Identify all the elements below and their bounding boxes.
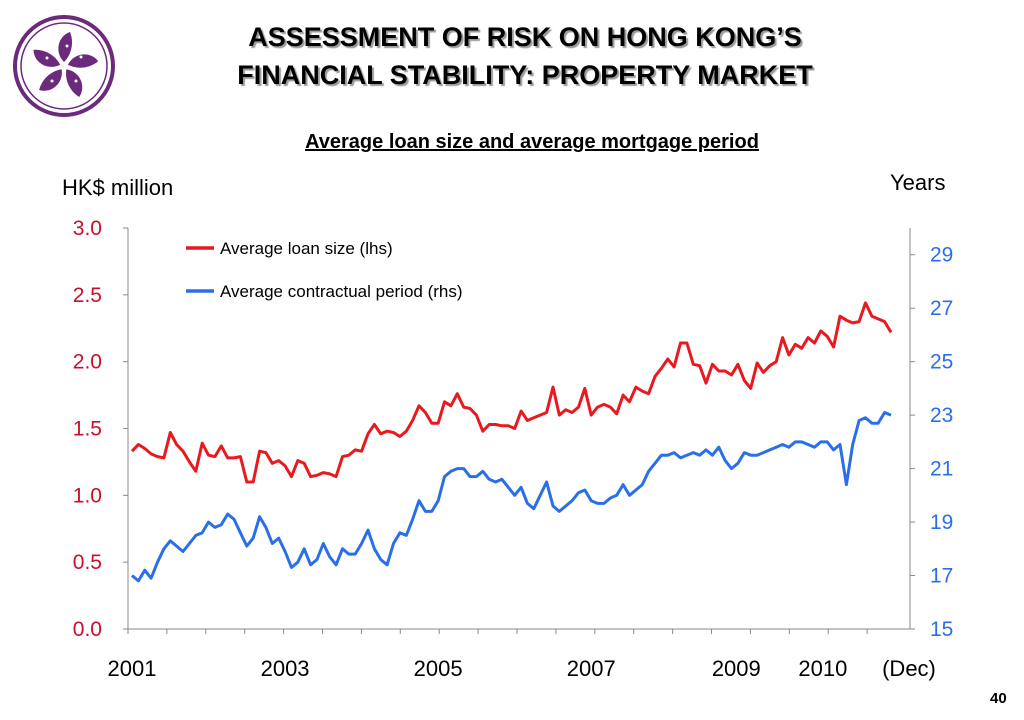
chart-title: Average loan size and average mortgage p… bbox=[305, 131, 759, 153]
right-axis-tick-label: 15 bbox=[930, 618, 953, 641]
left-axis-tick-label: 3.0 bbox=[73, 217, 102, 240]
right-axis-unit-label: Years bbox=[890, 170, 946, 195]
contract-period-series-line bbox=[131, 411, 892, 583]
x-axis-tick-label: 2001 bbox=[108, 656, 157, 681]
left-axis-tick-label: 0.5 bbox=[73, 551, 102, 574]
loan-size-series-line bbox=[130, 301, 893, 484]
x-axis-tick-label: (Dec) bbox=[882, 656, 936, 681]
right-axis-tick-label: 23 bbox=[930, 404, 953, 427]
legend-label-loan: Average loan size (lhs) bbox=[220, 239, 393, 258]
legend-label-period: Average contractual period (rhs) bbox=[220, 282, 463, 301]
right-axis-tick-label: 29 bbox=[930, 244, 953, 267]
x-axis-tick-label: 2005 bbox=[414, 656, 463, 681]
right-axis-tick-label: 19 bbox=[930, 511, 953, 534]
x-axis-tick-label: 2009 bbox=[712, 656, 761, 681]
right-axis-tick-label: 25 bbox=[930, 351, 953, 374]
left-axis-tick-label: 2.5 bbox=[73, 284, 102, 307]
left-axis-unit-label: HK$ million bbox=[62, 175, 174, 200]
hkma-logo bbox=[12, 14, 116, 118]
left-axis-tick-label: 1.5 bbox=[73, 418, 102, 441]
x-axis-tick-label: 2010 bbox=[798, 656, 847, 681]
page-title-line-1: ASSESSMENT OF RISK ON HONG KONG’S bbox=[248, 22, 802, 52]
right-axis-tick-label: 17 bbox=[930, 565, 953, 588]
left-axis-tick-label: 2.0 bbox=[73, 351, 102, 374]
bauhinia-logo-icon bbox=[13, 15, 115, 117]
left-axis-tick-label: 1.0 bbox=[73, 484, 102, 507]
x-axis-tick-label: 2003 bbox=[261, 656, 310, 681]
left-axis-tick-label: 0.0 bbox=[73, 618, 102, 641]
page-number: 40 bbox=[990, 690, 1007, 707]
right-axis-tick-label: 27 bbox=[930, 297, 953, 320]
right-axis-tick-label: 21 bbox=[930, 458, 953, 481]
x-axis-tick-label: 2007 bbox=[567, 656, 616, 681]
page-title-line-2: FINANCIAL STABILITY: PROPERTY MARKET bbox=[237, 60, 813, 90]
